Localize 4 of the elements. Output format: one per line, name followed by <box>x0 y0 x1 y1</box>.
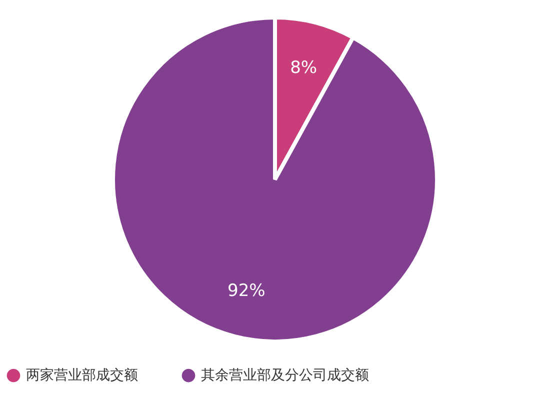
legend-label: 两家营业部成交额 <box>26 368 138 384</box>
data-label: 8% <box>290 58 318 78</box>
data-label: 92% <box>228 280 266 301</box>
legend-label: 其余营业部及分公司成交额 <box>201 368 369 384</box>
